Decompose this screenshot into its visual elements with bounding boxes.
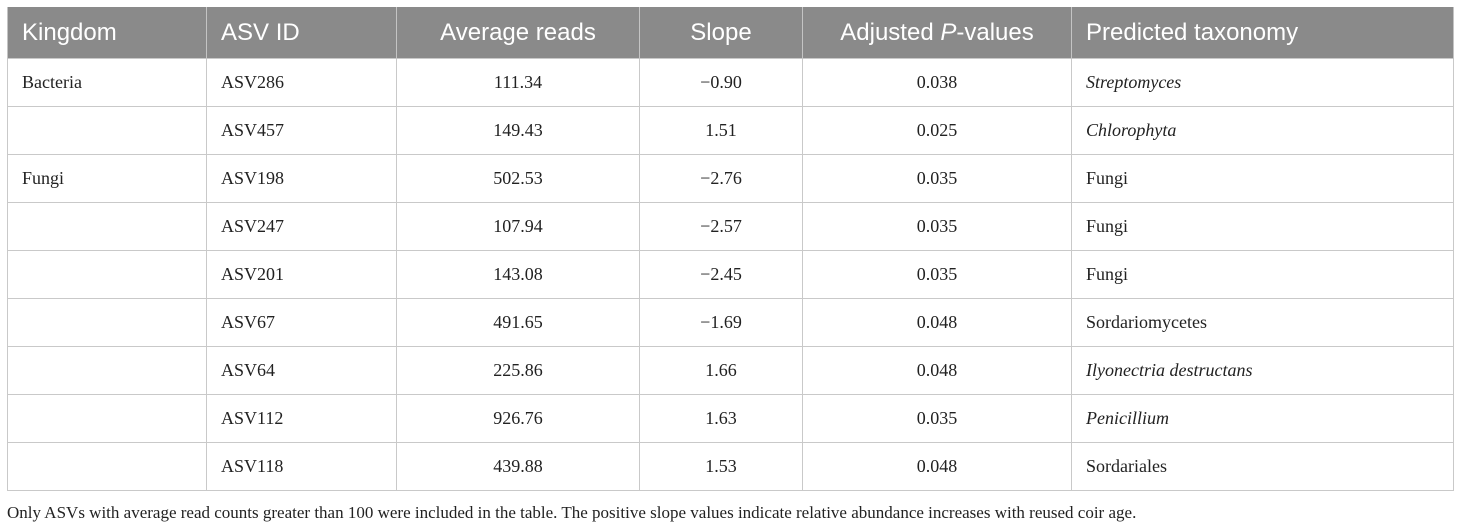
header-adjusted-p-values: Adjusted P-values	[802, 7, 1072, 59]
header-predicted-taxonomy: Predicted taxonomy	[1071, 7, 1454, 59]
cell-adjusted-p-value: 0.035	[802, 250, 1072, 299]
cell-average-reads: 502.53	[396, 154, 640, 203]
cell-asv-id: ASV118	[206, 442, 397, 491]
cell-adjusted-p-value: 0.048	[802, 442, 1072, 491]
table-row: ASV64 225.86 1.66 0.048 Ilyonectria destruct…	[7, 346, 1454, 395]
table-row: ASV247 107.94 −2.57 0.035 Fungi	[7, 202, 1454, 251]
cell-predicted-taxonomy: Ilyonectria destructans	[1071, 346, 1454, 395]
cell-adjusted-p-value: 0.035	[802, 202, 1072, 251]
cell-average-reads: 111.34	[396, 58, 640, 107]
cell-average-reads: 107.94	[396, 202, 640, 251]
cell-kingdom	[7, 442, 207, 491]
cell-predicted-taxonomy: Fungi	[1071, 250, 1454, 299]
cell-average-reads: 143.08	[396, 250, 640, 299]
cell-asv-id: ASV201	[206, 250, 397, 299]
cell-slope: 1.63	[639, 394, 803, 443]
cell-predicted-taxonomy: Chlorophyta	[1071, 106, 1454, 155]
cell-adjusted-p-value: 0.048	[802, 298, 1072, 347]
cell-slope: −2.45	[639, 250, 803, 299]
cell-predicted-taxonomy: Fungi	[1071, 202, 1454, 251]
cell-slope: −0.90	[639, 58, 803, 107]
cell-kingdom	[7, 106, 207, 155]
cell-asv-id: ASV112	[206, 394, 397, 443]
cell-asv-id: ASV198	[206, 154, 397, 203]
table-footnote: Only ASVs with average read counts great…	[7, 503, 1137, 522]
table-row: ASV112 926.76 1.63 0.035 Penicillium	[7, 394, 1454, 443]
cell-average-reads: 926.76	[396, 394, 640, 443]
table-body: Bacteria ASV286 111.34 −0.90 0.038 Streptomyc…	[7, 58, 1454, 491]
table-row: Fungi ASV198 502.53 −2.76 0.035 Fungi	[7, 154, 1454, 203]
table-row: ASV67 491.65 −1.69 0.048 Sordariomycetes	[7, 298, 1454, 347]
cell-slope: 1.53	[639, 442, 803, 491]
cell-predicted-taxonomy: Streptomyces	[1071, 58, 1454, 107]
table-row: Bacteria ASV286 111.34 −0.90 0.038 Streptomyc…	[7, 58, 1454, 107]
header-slope: Slope	[639, 7, 803, 59]
header-kingdom: Kingdom	[7, 7, 207, 59]
header-average-reads: Average reads	[396, 7, 640, 59]
cell-predicted-taxonomy: Fungi	[1071, 154, 1454, 203]
table-row: ASV118 439.88 1.53 0.048 Sordariales	[7, 442, 1454, 491]
cell-adjusted-p-value: 0.035	[802, 154, 1072, 203]
cell-kingdom	[7, 394, 207, 443]
cell-adjusted-p-value: 0.035	[802, 394, 1072, 443]
header-adjusted-p-prefix: Adjusted	[840, 18, 941, 46]
cell-adjusted-p-value: 0.025	[802, 106, 1072, 155]
cell-slope: −2.57	[639, 202, 803, 251]
asv-table-container: Kingdom ASV ID Average reads Slope Adjus…	[7, 7, 1454, 491]
cell-slope: −2.76	[639, 154, 803, 203]
header-adjusted-p-italic: P	[940, 18, 957, 46]
cell-asv-id: ASV64	[206, 346, 397, 395]
cell-asv-id: ASV457	[206, 106, 397, 155]
cell-average-reads: 149.43	[396, 106, 640, 155]
cell-predicted-taxonomy: Sordariales	[1071, 442, 1454, 491]
asv-table: Kingdom ASV ID Average reads Slope Adjus…	[7, 7, 1454, 491]
cell-slope: −1.69	[639, 298, 803, 347]
cell-average-reads: 225.86	[396, 346, 640, 395]
cell-kingdom	[7, 298, 207, 347]
cell-adjusted-p-value: 0.038	[802, 58, 1072, 107]
cell-asv-id: ASV286	[206, 58, 397, 107]
cell-kingdom	[7, 202, 207, 251]
cell-average-reads: 491.65	[396, 298, 640, 347]
cell-kingdom: Fungi	[7, 154, 207, 203]
cell-adjusted-p-value: 0.048	[802, 346, 1072, 395]
cell-slope: 1.66	[639, 346, 803, 395]
header-asv-id: ASV ID	[206, 7, 397, 59]
cell-predicted-taxonomy: Sordariomycetes	[1071, 298, 1454, 347]
table-header-row: Kingdom ASV ID Average reads Slope Adjus…	[7, 7, 1454, 59]
cell-asv-id: ASV67	[206, 298, 397, 347]
cell-kingdom	[7, 346, 207, 395]
table-row: ASV457 149.43 1.51 0.025 Chlorophyta	[7, 106, 1454, 155]
cell-asv-id: ASV247	[206, 202, 397, 251]
header-adjusted-p-suffix: -values	[956, 18, 1034, 46]
cell-kingdom: Bacteria	[7, 58, 207, 107]
cell-average-reads: 439.88	[396, 442, 640, 491]
cell-kingdom	[7, 250, 207, 299]
cell-predicted-taxonomy: Penicillium	[1071, 394, 1454, 443]
table-row: ASV201 143.08 −2.45 0.035 Fungi	[7, 250, 1454, 299]
cell-slope: 1.51	[639, 106, 803, 155]
